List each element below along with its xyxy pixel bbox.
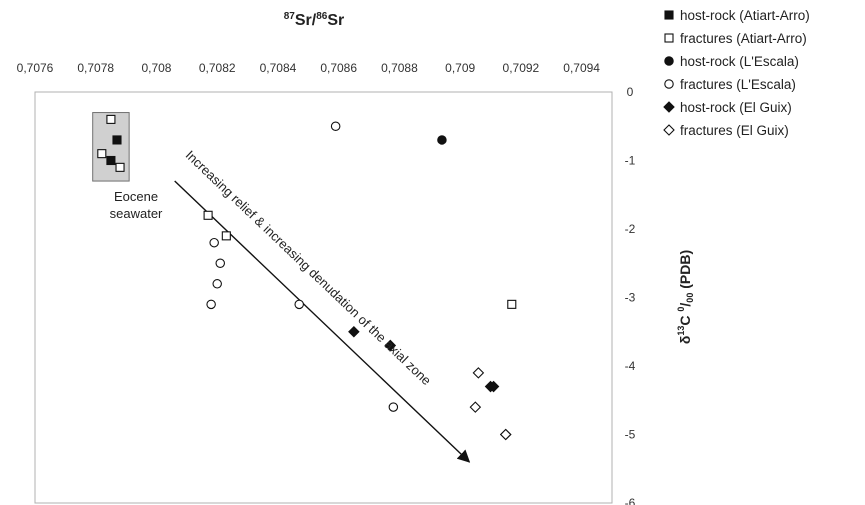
y-title-part-4: (PDB) bbox=[677, 250, 693, 293]
x-tick-label: 0,7086 bbox=[320, 61, 357, 75]
legend-marker bbox=[663, 124, 675, 136]
legend-label: host-rock (El Guix) bbox=[680, 100, 792, 115]
data-point bbox=[112, 135, 122, 145]
data-point bbox=[206, 299, 216, 310]
x-tick-labels: 0,7076 0,7078 0,708 0,7082 0,7084 0,7086 0,708… bbox=[17, 61, 601, 75]
legend: host-rock (Atiart-Arro) fractures (Atiart… bbox=[663, 8, 810, 138]
legend-marker bbox=[664, 56, 674, 66]
seawater-label-line-2: seawater bbox=[110, 206, 163, 221]
x-tick-label: 0,7088 bbox=[381, 61, 418, 75]
x-tick-label: 0,7092 bbox=[503, 61, 540, 75]
x-tick-label: 0,7094 bbox=[563, 61, 600, 75]
seawater-label-line-1: Eocene bbox=[114, 189, 158, 204]
data-point bbox=[384, 339, 397, 352]
x-tick-label: 0,709 bbox=[445, 61, 475, 75]
y-axis-title: δ13C 0/00 (PDB) bbox=[676, 250, 695, 344]
x-tick-label: 0,708 bbox=[141, 61, 171, 75]
legend-marker bbox=[663, 101, 675, 113]
data-point bbox=[499, 428, 512, 441]
data-point bbox=[209, 237, 219, 248]
x-tick-label: 0,7076 bbox=[17, 61, 54, 75]
legend-marker bbox=[664, 79, 674, 89]
x-tick-label: 0,7078 bbox=[77, 61, 114, 75]
y-tick-label: -3 bbox=[625, 291, 636, 305]
y-tick-label: -4 bbox=[625, 359, 636, 373]
data-point bbox=[469, 401, 482, 413]
plot-area bbox=[34, 91, 613, 504]
data-point bbox=[97, 149, 107, 159]
data-point bbox=[106, 114, 116, 124]
data-point bbox=[388, 402, 399, 412]
data-point bbox=[507, 299, 517, 309]
y-title-sup-1: 13 bbox=[676, 326, 686, 336]
x-title-sup-2: 86 bbox=[316, 11, 328, 22]
y-tick-label: -5 bbox=[625, 428, 636, 442]
legend-label: host-rock (L'Escala) bbox=[680, 54, 799, 69]
y-title-part-3: / bbox=[677, 303, 693, 307]
data-point bbox=[106, 155, 116, 166]
data-point bbox=[221, 231, 231, 241]
data-point bbox=[203, 210, 213, 220]
x-tick-label: 0,7084 bbox=[260, 61, 297, 75]
y-title-sub-1: 00 bbox=[685, 293, 695, 303]
data-point bbox=[330, 121, 341, 132]
y-tick-label: 0 bbox=[627, 85, 634, 99]
y-tick-labels: 0 -1 -2 -3 -4 -5 -6 bbox=[625, 85, 636, 505]
trend-arrow bbox=[174, 180, 471, 463]
y-tick-label: -6 bbox=[625, 496, 636, 505]
x-title-part-1: Sr/ bbox=[295, 12, 317, 29]
y-title-sup-2: 0 bbox=[676, 307, 686, 312]
data-point bbox=[348, 325, 360, 338]
data-point bbox=[294, 299, 304, 310]
x-title-sup-1: 87 bbox=[284, 11, 296, 22]
data-point bbox=[115, 162, 125, 172]
data-point bbox=[437, 135, 447, 145]
data-point bbox=[212, 279, 222, 289]
x-axis-title: 87Sr/86Sr bbox=[284, 11, 345, 29]
data-points bbox=[97, 114, 517, 441]
y-title-part-1: δ bbox=[677, 336, 693, 345]
data-point bbox=[487, 380, 500, 393]
x-tick-label: 0,7082 bbox=[199, 61, 236, 75]
legend-label: fractures (El Guix) bbox=[680, 123, 789, 138]
data-point bbox=[215, 258, 225, 268]
y-title-part-2: C bbox=[677, 312, 693, 326]
legend-label: fractures (L'Escala) bbox=[680, 77, 796, 92]
data-point bbox=[472, 367, 485, 379]
legend-marker bbox=[664, 33, 674, 43]
legend-marker bbox=[664, 10, 674, 20]
legend-label: fractures (Atiart-Arro) bbox=[680, 31, 807, 46]
y-tick-label: -2 bbox=[625, 222, 636, 236]
annotations bbox=[92, 112, 471, 463]
legend-label: host-rock (Atiart-Arro) bbox=[680, 8, 810, 23]
y-tick-label: -1 bbox=[625, 154, 636, 168]
x-title-part-2: Sr bbox=[327, 12, 344, 29]
